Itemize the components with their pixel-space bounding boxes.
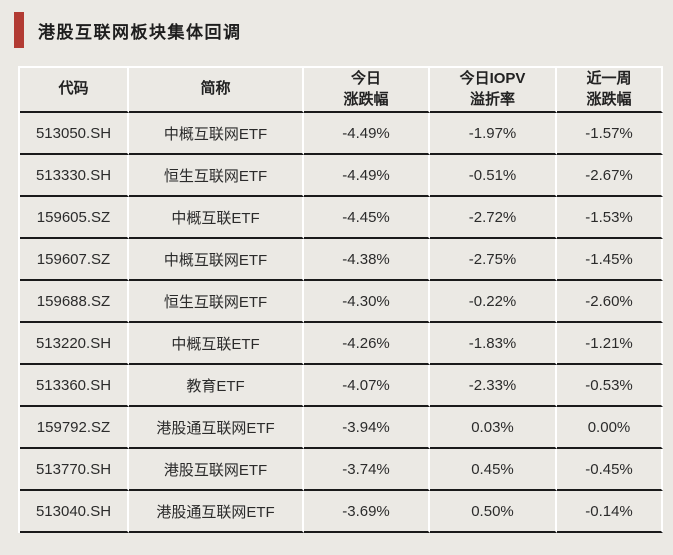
cell-today-change: -3.69%: [304, 491, 430, 533]
column-header-today-change: 今日 涨跌幅: [304, 68, 430, 113]
header-label: 今日: [350, 70, 381, 88]
cell-name: 港股通互联网ETF: [129, 491, 304, 533]
header-label: 近一周: [586, 70, 632, 88]
cell-code: 159607.SZ: [20, 239, 129, 281]
column-header-iopv-premium: 今日IOPV 溢折率: [430, 68, 557, 113]
cell-iopv-premium: -1.83%: [430, 323, 557, 365]
cell-code: 513040.SH: [20, 491, 129, 533]
cell-iopv-premium: -0.22%: [430, 281, 557, 323]
table-row: 159688.SZ 恒生互联网ETF -4.30% -0.22% -2.60%: [20, 281, 663, 323]
cell-week-change: -0.14%: [557, 491, 663, 533]
header-label-line2: 涨跌幅: [343, 90, 389, 108]
header-label-line2: 溢折率: [469, 90, 515, 108]
cell-code: 513770.SH: [20, 449, 129, 491]
cell-iopv-premium: 0.45%: [430, 449, 557, 491]
table-row: 513360.SH 教育ETF -4.07% -2.33% -0.53%: [20, 365, 663, 407]
header-label: 今日IOPV: [459, 70, 526, 88]
table-row: 159605.SZ 中概互联ETF -4.45% -2.72% -1.53%: [20, 197, 663, 239]
cell-today-change: -3.74%: [304, 449, 430, 491]
cell-code: 159688.SZ: [20, 281, 129, 323]
cell-name: 教育ETF: [129, 365, 304, 407]
column-header-code: 代码: [20, 68, 129, 113]
cell-name: 中概互联ETF: [129, 323, 304, 365]
cell-iopv-premium: -2.33%: [430, 365, 557, 407]
title-row: 港股互联网板块集体回调: [14, 12, 242, 48]
header-label-line2: 涨跌幅: [586, 90, 632, 108]
cell-name: 中概互联网ETF: [129, 113, 304, 155]
table-row: 513770.SH 港股互联网ETF -3.74% 0.45% -0.45%: [20, 449, 663, 491]
header-label: 简称: [200, 80, 231, 98]
cell-code: 513220.SH: [20, 323, 129, 365]
cell-iopv-premium: 0.50%: [430, 491, 557, 533]
table-row: 513040.SH 港股通互联网ETF -3.69% 0.50% -0.14%: [20, 491, 663, 533]
cell-code: 159605.SZ: [20, 197, 129, 239]
table-row: 159607.SZ 中概互联网ETF -4.38% -2.75% -1.45%: [20, 239, 663, 281]
column-header-name: 简称: [129, 68, 304, 113]
cell-week-change: -1.57%: [557, 113, 663, 155]
cell-name: 恒生互联网ETF: [129, 281, 304, 323]
cell-name: 港股通互联网ETF: [129, 407, 304, 449]
cell-code: 159792.SZ: [20, 407, 129, 449]
cell-week-change: -1.21%: [557, 323, 663, 365]
cell-name: 中概互联网ETF: [129, 239, 304, 281]
cell-week-change: -1.53%: [557, 197, 663, 239]
page-title: 港股互联网板块集体回调: [38, 22, 242, 42]
cell-name: 恒生互联网ETF: [129, 155, 304, 197]
cell-today-change: -4.07%: [304, 365, 430, 407]
etf-table: 代码 简称 今日 涨跌幅 今日IOPV 溢折率 近一周 涨跌幅 513050.S…: [18, 66, 663, 533]
cell-code: 513360.SH: [20, 365, 129, 407]
table-row: 513050.SH 中概互联网ETF -4.49% -1.97% -1.57%: [20, 113, 663, 155]
cell-today-change: -4.30%: [304, 281, 430, 323]
cell-iopv-premium: 0.03%: [430, 407, 557, 449]
cell-week-change: -2.67%: [557, 155, 663, 197]
cell-name: 港股互联网ETF: [129, 449, 304, 491]
cell-today-change: -4.26%: [304, 323, 430, 365]
cell-iopv-premium: -0.51%: [430, 155, 557, 197]
table-row: 513330.SH 恒生互联网ETF -4.49% -0.51% -2.67%: [20, 155, 663, 197]
cell-today-change: -3.94%: [304, 407, 430, 449]
cell-name: 中概互联ETF: [129, 197, 304, 239]
cell-week-change: 0.00%: [557, 407, 663, 449]
cell-today-change: -4.45%: [304, 197, 430, 239]
title-accent-bar: [14, 12, 24, 48]
cell-week-change: -0.45%: [557, 449, 663, 491]
cell-iopv-premium: -1.97%: [430, 113, 557, 155]
cell-code: 513330.SH: [20, 155, 129, 197]
cell-iopv-premium: -2.72%: [430, 197, 557, 239]
cell-week-change: -1.45%: [557, 239, 663, 281]
cell-week-change: -0.53%: [557, 365, 663, 407]
cell-code: 513050.SH: [20, 113, 129, 155]
cell-today-change: -4.38%: [304, 239, 430, 281]
cell-today-change: -4.49%: [304, 113, 430, 155]
table-row: 159792.SZ 港股通互联网ETF -3.94% 0.03% 0.00%: [20, 407, 663, 449]
column-header-week-change: 近一周 涨跌幅: [557, 68, 663, 113]
table-header-row: 代码 简称 今日 涨跌幅 今日IOPV 溢折率 近一周 涨跌幅: [20, 68, 663, 113]
cell-today-change: -4.49%: [304, 155, 430, 197]
cell-week-change: -2.60%: [557, 281, 663, 323]
header-label: 代码: [58, 80, 89, 98]
table-row: 513220.SH 中概互联ETF -4.26% -1.83% -1.21%: [20, 323, 663, 365]
cell-iopv-premium: -2.75%: [430, 239, 557, 281]
